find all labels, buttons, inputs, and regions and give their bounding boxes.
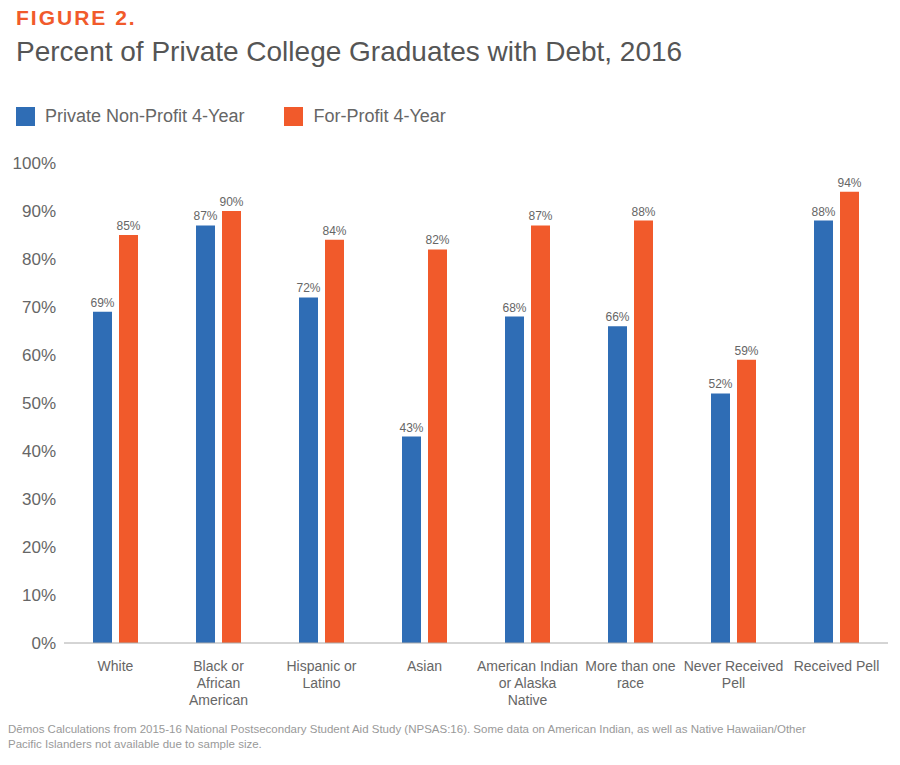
svg-text:Asian: Asian [407, 658, 442, 674]
svg-text:85%: 85% [116, 219, 140, 233]
svg-text:70%: 70% [22, 298, 56, 317]
svg-text:59%: 59% [734, 344, 758, 358]
svg-text:68%: 68% [502, 301, 526, 315]
svg-text:More than onerace: More than onerace [585, 658, 675, 691]
svg-text:66%: 66% [605, 310, 629, 324]
svg-text:White: White [98, 658, 134, 674]
svg-text:100%: 100% [13, 154, 56, 173]
svg-text:82%: 82% [425, 233, 449, 247]
svg-text:30%: 30% [22, 490, 56, 509]
svg-text:88%: 88% [631, 205, 655, 219]
svg-text:72%: 72% [296, 281, 320, 295]
svg-text:87%: 87% [193, 209, 217, 223]
svg-text:52%: 52% [708, 377, 732, 391]
html-text:Dēmos Calculations from 2015-1: Dēmos Calculations from 2015-16 National… [8, 723, 806, 750]
html-text:For-Profit 4-Year: For-Profit 4-Year [313, 106, 446, 126]
svg-text:Hispanic orLatino: Hispanic orLatino [286, 658, 356, 691]
svg-text:43%: 43% [399, 421, 423, 435]
svg-text:94%: 94% [837, 176, 861, 190]
svg-text:88%: 88% [811, 205, 835, 219]
svg-text:80%: 80% [22, 250, 56, 269]
svg-text:Black orAfricanAmerican: Black orAfricanAmerican [189, 658, 248, 708]
svg-text:American Indianor AlaskaNative: American Indianor AlaskaNative [477, 658, 578, 708]
svg-text:Never ReceivedPell: Never ReceivedPell [684, 658, 784, 691]
html-text:FIGURE 2.: FIGURE 2. [16, 6, 137, 29]
html-text:Private Non-Profit 4-Year: Private Non-Profit 4-Year [45, 106, 245, 126]
svg-text:20%: 20% [22, 538, 56, 557]
svg-text:69%: 69% [90, 296, 114, 310]
svg-text:84%: 84% [322, 224, 346, 238]
svg-text:90%: 90% [219, 195, 243, 209]
svg-text:60%: 60% [22, 346, 56, 365]
svg-text:40%: 40% [22, 442, 56, 461]
svg-text:87%: 87% [528, 209, 552, 223]
html-text:Percent of Private College Gra: Percent of Private College Graduates wit… [16, 36, 683, 67]
svg-text:0%: 0% [31, 634, 56, 653]
svg-text:Received Pell: Received Pell [794, 658, 880, 674]
svg-text:50%: 50% [22, 394, 56, 413]
svg-text:90%: 90% [22, 202, 56, 221]
svg-text:10%: 10% [22, 586, 56, 605]
